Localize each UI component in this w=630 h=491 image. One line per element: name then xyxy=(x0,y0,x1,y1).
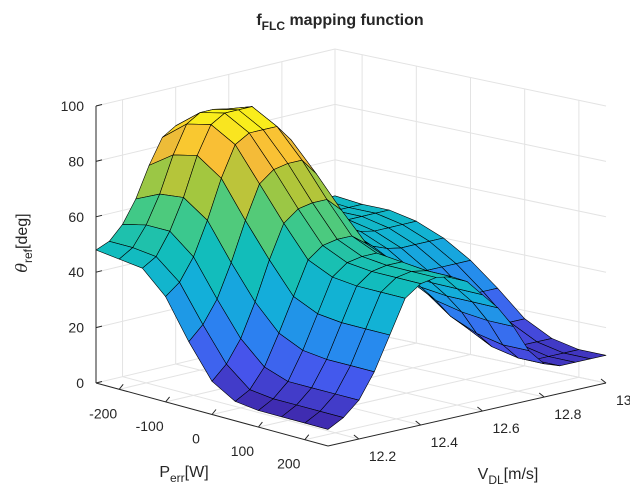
chart-title: fFLC mapping function xyxy=(256,12,423,33)
z-tick xyxy=(95,214,103,218)
x-tick-label: -200 xyxy=(89,405,117,421)
x-tick xyxy=(118,383,124,390)
y-axis-line xyxy=(327,382,607,447)
z-tick-label: 40 xyxy=(68,264,84,280)
y-tick xyxy=(415,420,421,426)
y-tick-label: 13 xyxy=(616,392,630,408)
y-tick-label: 12.8 xyxy=(554,406,581,422)
y-axis-label: VDL[m/s] xyxy=(478,466,539,487)
x-tick xyxy=(304,434,310,441)
z-tick xyxy=(95,325,103,329)
axes xyxy=(95,104,607,447)
y-tick xyxy=(477,406,483,412)
z-axis-label: θref[deg] xyxy=(12,213,35,272)
z-tick xyxy=(95,381,103,384)
y-tick xyxy=(600,378,607,384)
surface-patch xyxy=(304,410,344,430)
z-tick xyxy=(95,104,103,107)
z-tick-label: 80 xyxy=(68,153,84,169)
z-tick-label: 60 xyxy=(68,209,84,225)
tick-labels: 0 20 40 60 80 100 -200 -100 0 100 200 12.2 12.4 12.6 1… xyxy=(61,98,630,472)
y-tick xyxy=(538,392,545,398)
y-tick xyxy=(353,434,360,440)
surface-mesh xyxy=(95,106,607,430)
y-tick-label: 12.6 xyxy=(492,420,519,436)
x-axis-label: Perr[W] xyxy=(159,464,208,485)
grid-line-y xyxy=(122,376,360,440)
grid-line-z xyxy=(95,48,336,107)
z-tick-label: 0 xyxy=(76,375,84,391)
z-tick-label: 20 xyxy=(68,320,84,336)
x-tick-label: 200 xyxy=(277,456,301,472)
z-tick xyxy=(95,270,103,273)
grid-line-x xyxy=(304,376,580,441)
y-tick-label: 12.2 xyxy=(369,448,396,464)
z-tick xyxy=(95,159,103,162)
y-tick-label: 12.4 xyxy=(431,434,458,450)
x-tick-label: 100 xyxy=(231,443,255,459)
x-tick xyxy=(165,396,170,403)
x-tick xyxy=(258,421,263,428)
x-tick-label: 0 xyxy=(192,431,200,447)
x-tick-label: -100 xyxy=(136,418,164,434)
x-tick xyxy=(211,409,217,415)
z-tick-label: 100 xyxy=(61,98,85,114)
